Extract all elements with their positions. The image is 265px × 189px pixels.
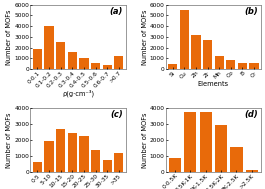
Y-axis label: Number of MOFs: Number of MOFs (6, 112, 12, 168)
X-axis label: Elements: Elements (198, 81, 229, 87)
Bar (103, 65, 112, 69)
Bar (184, 112, 196, 172)
Bar (103, 160, 112, 172)
Bar (226, 60, 236, 69)
Text: (d): (d) (244, 110, 258, 119)
Bar (91, 150, 100, 172)
Text: (a): (a) (109, 7, 123, 16)
Bar (45, 26, 54, 69)
Bar (33, 162, 42, 172)
Bar (230, 147, 242, 172)
Bar (56, 42, 65, 69)
Bar (68, 133, 77, 172)
Bar (168, 64, 177, 69)
Bar (45, 141, 54, 172)
Y-axis label: Number of MOFs: Number of MOFs (142, 9, 148, 65)
Bar (33, 49, 42, 69)
Bar (169, 158, 181, 172)
Bar (180, 10, 189, 69)
Bar (249, 63, 259, 69)
Bar (79, 58, 89, 69)
Bar (191, 35, 201, 69)
Bar (238, 63, 247, 69)
Text: (c): (c) (110, 110, 123, 119)
Bar (68, 52, 77, 69)
Text: (b): (b) (244, 7, 258, 16)
Bar (246, 170, 258, 172)
Bar (56, 129, 65, 172)
Bar (114, 153, 123, 172)
Y-axis label: Number of MOFs: Number of MOFs (142, 112, 148, 168)
X-axis label: ρ(g·cm⁻³): ρ(g·cm⁻³) (62, 90, 94, 97)
Bar (215, 125, 227, 172)
Bar (203, 40, 212, 69)
Bar (200, 112, 212, 172)
Bar (91, 63, 100, 69)
Y-axis label: Number of MOFs: Number of MOFs (6, 9, 12, 65)
Bar (79, 136, 89, 172)
Bar (215, 56, 224, 69)
Bar (114, 56, 123, 69)
